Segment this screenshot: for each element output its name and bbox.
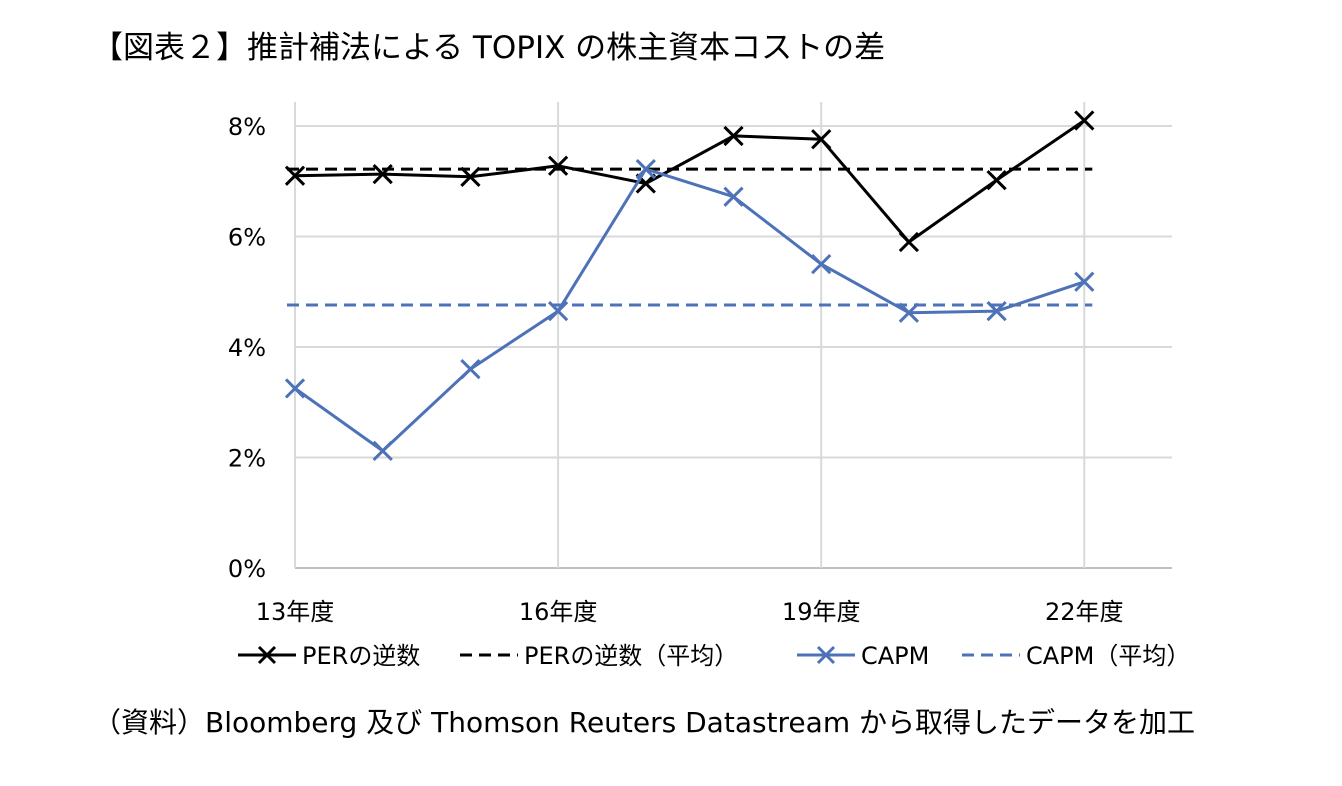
x-tick-label: 16年度 (519, 598, 598, 626)
series-3 (284, 158, 1095, 461)
legend-item: PERの逆数（平均） (460, 642, 738, 670)
data-point-marker (723, 125, 744, 147)
data-point-marker (723, 186, 744, 207)
grid-layer (294, 102, 1172, 569)
data-point-marker (811, 254, 832, 275)
data-point-marker (1074, 271, 1095, 292)
x-tick-label: 19年度 (782, 598, 861, 626)
source-note: （資料）Bloomberg 及び Thomson Reuters Datastr… (93, 706, 1195, 739)
data-point-marker (372, 440, 393, 461)
x-tick-label: 13年度 (256, 598, 335, 626)
y-tick-label: 6% (228, 224, 266, 252)
data-point-marker (460, 166, 481, 187)
legend-label: CAPM（平均） (1026, 642, 1190, 670)
legend-item: CAPM（平均） (962, 642, 1190, 670)
y-tick-label: 0% (228, 555, 266, 583)
data-point-marker (898, 231, 920, 253)
series-line (294, 119, 1086, 244)
legend-item: PERの逆数 (238, 642, 420, 670)
data-point-marker (898, 302, 920, 323)
data-point-marker (547, 155, 569, 176)
chart-title: 【図表２】推計補法による TOPIX の株主資本コストの差 (92, 30, 886, 66)
series-line (294, 167, 1085, 453)
legend-label: PERの逆数 (302, 642, 420, 670)
data-point-marker (635, 158, 656, 180)
legend: PERの逆数 PERの逆数（平均） CAPM CAPM（平均） (238, 642, 1190, 670)
data-point-marker (460, 358, 481, 380)
legend-label: CAPM (861, 642, 929, 670)
y-tick-label: 8% (228, 113, 266, 141)
legend-item: CAPM (797, 642, 929, 670)
x-tick-label: 22年度 (1045, 598, 1124, 626)
data-point-marker (811, 129, 832, 150)
data-point-marker (284, 378, 306, 399)
y-tick-label: 2% (228, 445, 266, 473)
series-layer (284, 110, 1095, 461)
data-point-marker (1074, 110, 1095, 131)
y-tick-label: 4% (228, 334, 266, 362)
series-1 (284, 110, 1095, 253)
legend-marker (257, 645, 277, 665)
axis-layer: 0% 2% 4% 6% 8% 13年度 16年度 19年度 22年度 (228, 113, 1124, 626)
legend-marker (816, 645, 836, 665)
data-point-marker (986, 170, 1007, 191)
legend-label: PERの逆数（平均） (524, 642, 738, 670)
